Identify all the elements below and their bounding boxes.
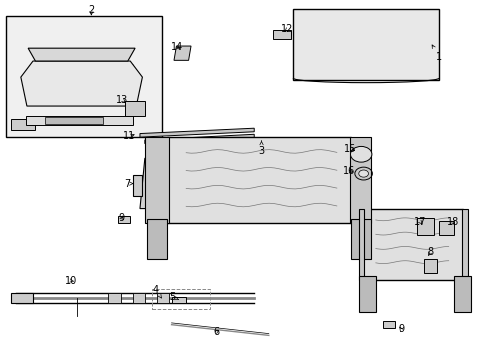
Polygon shape <box>21 61 142 106</box>
Text: 14: 14 <box>171 42 183 52</box>
Text: 16: 16 <box>342 166 354 176</box>
Text: 11: 11 <box>122 131 135 141</box>
Polygon shape <box>26 116 132 125</box>
Bar <box>171 297 186 303</box>
Text: 9: 9 <box>118 212 124 222</box>
Bar <box>6 16 162 137</box>
Text: 15: 15 <box>344 144 356 154</box>
Text: 18: 18 <box>446 217 458 227</box>
Text: 5: 5 <box>169 292 178 302</box>
Polygon shape <box>174 46 191 60</box>
Polygon shape <box>461 208 467 280</box>
Polygon shape <box>166 137 351 223</box>
Polygon shape <box>157 293 169 303</box>
Text: 3: 3 <box>258 141 264 157</box>
Text: 10: 10 <box>65 276 77 286</box>
Text: 6: 6 <box>213 327 219 337</box>
Circle shape <box>358 170 368 177</box>
Bar <box>272 30 290 39</box>
Polygon shape <box>361 208 462 280</box>
Text: 9: 9 <box>397 324 403 334</box>
Circle shape <box>350 147 371 162</box>
Text: 2: 2 <box>88 5 94 15</box>
Polygon shape <box>11 119 35 130</box>
Polygon shape <box>424 258 436 273</box>
Polygon shape <box>118 216 130 223</box>
Text: 1: 1 <box>431 45 441 62</box>
Polygon shape <box>358 208 363 280</box>
Polygon shape <box>132 293 144 303</box>
Bar <box>45 117 103 123</box>
Text: 12: 12 <box>281 24 293 34</box>
Polygon shape <box>292 9 438 80</box>
Polygon shape <box>350 137 370 223</box>
Polygon shape <box>140 128 254 137</box>
Polygon shape <box>382 321 394 328</box>
Text: 8: 8 <box>427 247 432 257</box>
Polygon shape <box>140 144 162 208</box>
Polygon shape <box>28 48 135 61</box>
Polygon shape <box>144 137 169 223</box>
Polygon shape <box>147 219 166 258</box>
Polygon shape <box>453 276 469 312</box>
Text: 4: 4 <box>153 285 161 298</box>
Text: 13: 13 <box>116 95 128 105</box>
Bar <box>438 221 453 235</box>
Polygon shape <box>108 293 120 303</box>
Polygon shape <box>144 134 254 144</box>
Polygon shape <box>358 276 375 312</box>
Text: 7: 7 <box>123 179 133 189</box>
Text: 17: 17 <box>413 217 426 227</box>
Polygon shape <box>132 175 142 196</box>
Bar <box>152 289 210 309</box>
Polygon shape <box>11 293 33 303</box>
Bar <box>416 217 433 235</box>
Polygon shape <box>351 219 370 258</box>
Polygon shape <box>125 102 144 116</box>
